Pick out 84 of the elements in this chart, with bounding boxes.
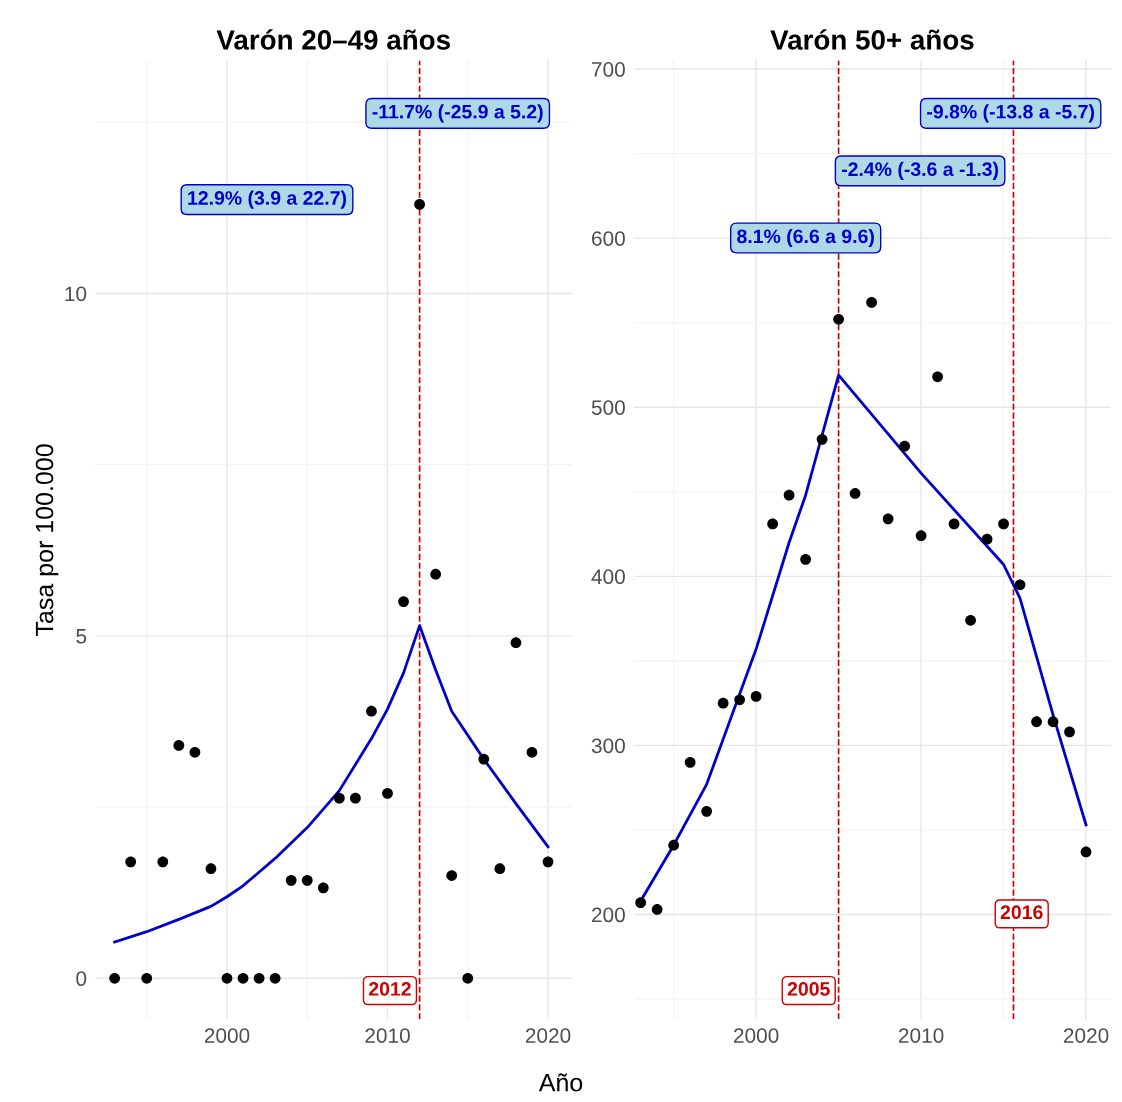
point <box>750 691 762 702</box>
point <box>221 972 233 984</box>
point <box>446 870 458 881</box>
point <box>430 568 442 580</box>
point <box>478 753 490 765</box>
annotation: 12.9% (3.9 a 22.7) <box>188 190 347 209</box>
point <box>1031 716 1042 728</box>
point <box>1047 716 1059 728</box>
point <box>462 972 474 984</box>
point <box>285 874 297 886</box>
y-tick-label: 600 <box>592 231 625 246</box>
point <box>734 694 746 706</box>
point <box>684 756 696 768</box>
point <box>668 839 680 851</box>
point <box>253 972 265 984</box>
point <box>651 904 663 915</box>
point <box>350 792 361 804</box>
x-axis-title: Año <box>538 1073 583 1092</box>
point <box>899 440 910 452</box>
point <box>717 697 729 709</box>
point <box>915 530 927 542</box>
y-tick-label: 500 <box>591 400 625 415</box>
annotation: -11.7% (-25.9 a 5.2) <box>372 104 543 123</box>
x-tick-label: 2010 <box>898 1028 944 1043</box>
point <box>317 882 329 894</box>
point <box>998 518 1009 530</box>
point <box>800 554 811 565</box>
y-axis-title: Tasa por 100.000 <box>35 444 59 636</box>
point <box>965 614 976 626</box>
ref-line-label: 2016 <box>1000 905 1043 920</box>
point <box>1080 846 1092 858</box>
x-tick-label: 2000 <box>204 1028 250 1043</box>
annotation: -2.4% (-3.6 a -1.3) <box>841 161 999 180</box>
line-series <box>113 624 550 944</box>
x-tick-label: 2020 <box>525 1028 571 1043</box>
point <box>510 637 522 649</box>
point <box>833 313 844 325</box>
point <box>414 199 425 210</box>
ref-line-label: 2005 <box>787 982 830 996</box>
point <box>701 805 713 817</box>
y-tick-label: 200 <box>592 907 625 923</box>
y-tick-label: 300 <box>591 738 625 754</box>
y-tick-label: 400 <box>591 569 625 585</box>
annotation: -9.8% (-13.8 a -5.7) <box>927 104 1094 123</box>
point <box>767 518 778 530</box>
point <box>366 705 377 717</box>
point <box>882 513 894 525</box>
point <box>948 518 960 530</box>
point <box>816 433 828 445</box>
y-tick-label: 700 <box>592 62 625 77</box>
point <box>932 371 943 383</box>
point <box>866 297 877 308</box>
point <box>269 972 281 984</box>
point <box>189 746 201 758</box>
point <box>542 856 554 868</box>
point <box>301 874 313 886</box>
y-tick-label: 10 <box>65 286 87 302</box>
point <box>205 863 217 875</box>
x-tick-label: 2010 <box>365 1028 410 1043</box>
x-tick-label: 2020 <box>1063 1028 1109 1043</box>
y-tick-label: 0 <box>76 971 87 987</box>
point <box>981 533 993 545</box>
point <box>157 856 169 868</box>
point <box>526 746 538 758</box>
point <box>333 792 345 804</box>
point <box>125 856 137 868</box>
point <box>382 787 393 799</box>
point <box>849 488 861 499</box>
point <box>1014 579 1026 591</box>
point <box>141 972 153 984</box>
point <box>635 897 647 909</box>
ref-line-label: 2012 <box>369 982 411 996</box>
point <box>109 972 121 984</box>
point <box>783 489 795 501</box>
point <box>237 972 249 984</box>
point <box>173 740 185 751</box>
y-tick-label: 5 <box>76 629 87 644</box>
point <box>494 863 506 875</box>
point <box>398 596 409 607</box>
chart-title: Varón 20–49 años <box>216 29 450 50</box>
chart-title: Varón 50+ años <box>770 29 974 50</box>
point <box>1064 726 1075 738</box>
annotation: 8.1% (6.6 a 9.6) <box>737 228 874 248</box>
x-tick-label: 2000 <box>734 1028 779 1043</box>
